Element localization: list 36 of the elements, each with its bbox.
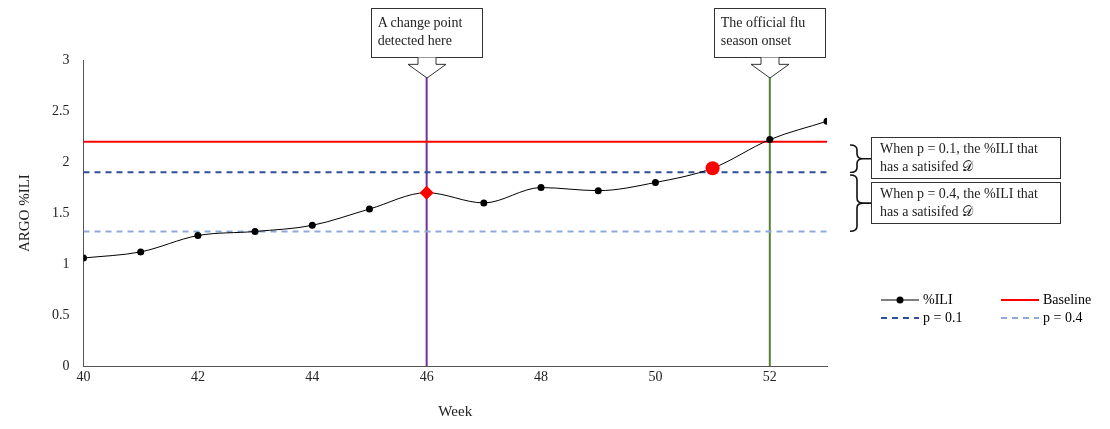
point <box>480 199 488 207</box>
point <box>766 136 774 144</box>
x-tick-label: 44 <box>305 369 320 385</box>
legend-label: p = 0.4 <box>1043 310 1083 326</box>
ref-line-label: A change point detected here <box>370 8 483 58</box>
y-tick-label: 1.5 <box>52 204 70 220</box>
x-tick-label: 50 <box>648 369 663 385</box>
point <box>705 161 720 176</box>
x-tick-label: 52 <box>762 369 777 385</box>
x-tick-label: 42 <box>190 369 205 385</box>
point <box>137 248 145 256</box>
point <box>419 185 434 200</box>
ref-line-label: The official flu season onset <box>713 8 826 58</box>
legend-label: %ILI <box>923 292 953 308</box>
point <box>194 232 202 240</box>
x-tick-label: 48 <box>534 369 549 385</box>
y-tick-label: 0 <box>62 357 70 373</box>
point <box>251 227 259 235</box>
y-tick-label: 2 <box>62 153 70 169</box>
point <box>594 187 602 195</box>
legend-label: Baseline <box>1043 292 1092 308</box>
x-axis-title: Week <box>438 402 473 419</box>
y-tick-label: 3 <box>62 51 70 67</box>
point <box>651 178 659 186</box>
x-tick-label: 40 <box>76 369 91 385</box>
legend-label: p = 0.1 <box>923 310 963 326</box>
point <box>308 221 316 229</box>
y-tick-label: 1 <box>62 255 70 271</box>
text: When p = 0.4, the %ILI that has a satisifed 𝒟 <box>871 182 1061 225</box>
text: When p = 0.1, the %ILI that has a satisifed 𝒟 <box>871 137 1061 180</box>
y-tick-label: 2.5 <box>52 102 70 118</box>
y-tick-label: 0.5 <box>52 306 70 322</box>
y-axis-title: ARGO %ILI <box>15 174 32 253</box>
point <box>537 184 545 192</box>
x-tick-label: 46 <box>419 369 434 385</box>
point <box>365 205 373 213</box>
